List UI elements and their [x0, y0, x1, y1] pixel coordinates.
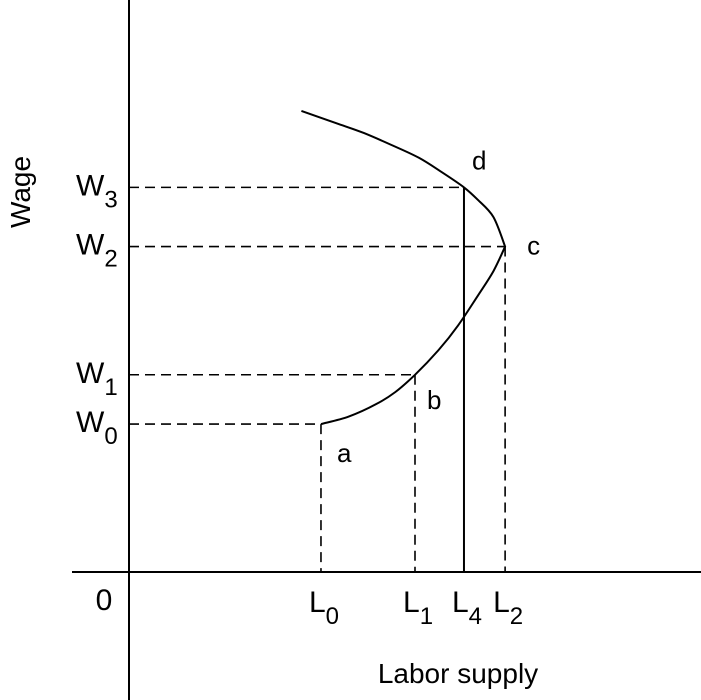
- x-tick-L4: L4: [452, 586, 482, 630]
- point-label-b: b: [427, 385, 441, 415]
- y-tick-W1: W1: [76, 357, 118, 401]
- point-label-c: c: [527, 231, 540, 261]
- guide-lines: [128, 186, 506, 572]
- x-tick-L2: L2: [493, 586, 523, 630]
- origin-label: 0: [96, 584, 113, 617]
- x-tick-labels: L0 L1 L4 L2: [309, 586, 523, 630]
- x-tick-L0: L0: [309, 586, 339, 630]
- supply-curve-layer: [301, 109, 507, 426]
- labor-supply-curve: [301, 109, 507, 426]
- x-axis-title: Labor supply: [378, 658, 538, 689]
- y-tick-W0: W0: [76, 406, 118, 450]
- point-label-d: d: [472, 145, 486, 175]
- point-label-a: a: [337, 438, 352, 468]
- y-axis-title: Wage: [5, 156, 36, 228]
- y-tick-W2: W2: [76, 229, 118, 273]
- x-tick-L1: L1: [403, 586, 433, 630]
- y-tick-labels: W0 W1 W2 W3: [76, 169, 118, 450]
- point-labels: a b c d: [337, 145, 540, 468]
- y-tick-W3: W3: [76, 169, 118, 213]
